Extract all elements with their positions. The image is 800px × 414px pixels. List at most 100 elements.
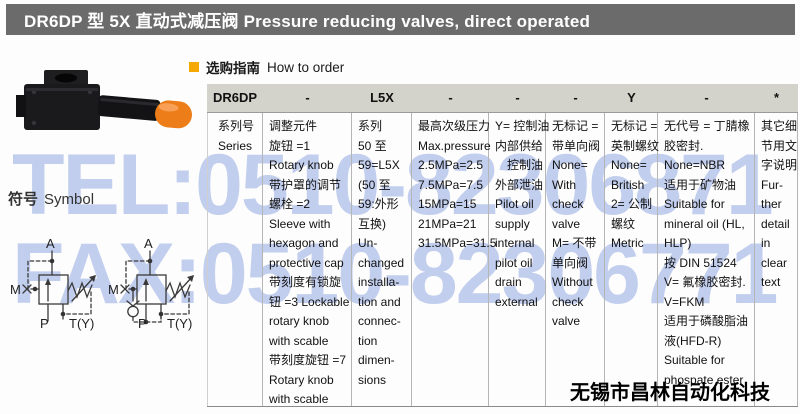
header-cell-star: * (773, 90, 780, 105)
company-watermark: 无锡市昌林自动化科技 (570, 382, 770, 404)
cell-line: Y= 控制油 (495, 119, 550, 133)
port-t-label: T(Y) (69, 316, 94, 331)
cell-line: connec- (358, 314, 401, 328)
cell-line: 适用于矿物油 (664, 177, 737, 192)
cell-line: V=FKM (664, 294, 705, 309)
cell-line: 钮 =3 Lockable (269, 294, 350, 309)
title-bar: DR6DP 型 5X 直动式减压阀 Pressure reducing valv… (6, 4, 795, 35)
column-thread: 无标记 = 英制螺纹 None= British 2= 公制 螺纹 Metric (605, 113, 660, 406)
cell-line: tion (358, 333, 378, 348)
header-cell-dash-2: - (448, 90, 453, 105)
header-cell-dash-3: - (515, 90, 520, 105)
cell-line: with scable (269, 392, 329, 406)
cell-line: M= 不带 (552, 236, 597, 250)
cell-line: British (611, 177, 645, 192)
order-table: DR6DP - L5X - - - Y - * 系列号 Series 调整元件旋钮… (207, 84, 798, 407)
cell-line: 无标记 = (552, 119, 599, 133)
cell-line: Series (218, 138, 253, 153)
valve-sleeve (97, 95, 161, 121)
heading-en: How to order (267, 59, 345, 75)
order-table-header: DR6DP - L5X - - - Y - * (207, 84, 798, 112)
cell-line: 螺栓 =2 (269, 197, 311, 211)
cell-line: check (552, 294, 584, 309)
check-valve-symbol (126, 288, 162, 325)
port-m-label: M (10, 282, 21, 297)
cell-line: Rotary knob (269, 372, 334, 387)
how-to-order-heading: 选购指南 How to order (189, 57, 344, 77)
cell-line: 50 至 (358, 138, 387, 153)
column-max-pressure: 最高次级压力 Max.pressure 2.5MPa=2.5 7.5MPa=7.5 15… (412, 113, 497, 406)
symbol-label-zh: 符号 (8, 191, 39, 208)
cell-line: phospate ester (664, 372, 744, 387)
cell-line: 外部泄油 (495, 177, 544, 192)
cell-line: None= (611, 158, 647, 172)
column-further-detail: 其它细 节用文 字说明 Fur-ther detail in clear text (755, 113, 798, 406)
cell-line: installa- (358, 275, 400, 289)
cell-line: 15MPa=15 (418, 197, 477, 211)
cell-line: external (495, 294, 538, 309)
cell-line: 英制螺纹 (611, 138, 660, 153)
cell-line: None=NBR (664, 158, 726, 172)
cell-line: sions (358, 372, 387, 387)
cell-line: 带刻度旋钮 =7 (269, 353, 347, 367)
cell-line: mineral oil (HL, (664, 216, 745, 231)
cell-line: 7.5MPa=7.5 (418, 177, 484, 192)
cell-line: 带护罩的调节 (269, 177, 342, 192)
symbol-label-en: Symbol (44, 191, 95, 208)
orange-square-icon (189, 62, 199, 72)
cell-line: Fur- (761, 177, 783, 192)
cell-line: 节用文 (761, 138, 798, 153)
port-p-label: P (40, 316, 49, 331)
cell-line: text (761, 275, 781, 289)
port-m-label: M (108, 282, 119, 297)
cell-line: detail (761, 216, 790, 231)
cell-line: 调整元件 (269, 119, 318, 133)
heading-zh: 选购指南 (206, 61, 260, 76)
port-a-label: A (144, 237, 153, 251)
cell-line: 胶密封. (664, 138, 704, 153)
header-cell-l5x: L5X (370, 90, 394, 105)
cell-line: dimen- (358, 353, 395, 367)
cell-line: in (761, 236, 771, 250)
cell-line: 无标记 = (611, 119, 658, 133)
cell-line: 31.5MPa=31.5 (418, 236, 497, 250)
cell-line: pilot oil (495, 255, 533, 270)
cell-line: Un- (358, 236, 378, 250)
cell-line: drain (495, 275, 522, 289)
cell-line: Suitable for (664, 197, 725, 211)
hydraulic-symbol-with-check-valve: A M P T(Y) (108, 237, 194, 331)
cell-line: 内部供给 (495, 138, 544, 153)
cell-line: check (552, 197, 584, 211)
cell-line: valve (552, 314, 581, 328)
column-check-valve: 无标记 = 带单向阀 None= With check valve M= 不带 单向阀 With… (546, 113, 605, 406)
cell-line: 系列号 (218, 119, 255, 133)
cell-line: 带单向阀 (552, 138, 601, 153)
port-a-label: A (46, 237, 55, 251)
valve-body (16, 70, 100, 130)
cell-line: Metric (611, 236, 644, 250)
column-adjustment-element: 调整元件 旋钮 =1 Rotary knob 带护罩的调节 螺栓 =2 Sleeve wi… (263, 113, 352, 406)
cell-line: valve (552, 216, 581, 231)
page-title: DR6DP 型 5X 直动式减压阀 Pressure reducing valv… (24, 12, 591, 31)
cell-line: ther (761, 197, 782, 211)
cell-line: 2.5MPa=2.5 (418, 158, 484, 172)
cell-line: With (552, 177, 576, 192)
cell-line: 旋钮 =1 (269, 138, 311, 153)
cell-line: 21MPa=21 (418, 216, 477, 231)
cell-line: 单向阀 (552, 255, 589, 270)
cell-line: 无代号 = 丁腈橡 (664, 119, 750, 133)
cell-line: clear (761, 255, 788, 270)
cell-line: rotary knob (269, 314, 330, 328)
cell-line: 互换) (358, 216, 386, 231)
cell-line: Suitable for (664, 353, 725, 367)
cell-line: with scable (269, 333, 329, 348)
cell-line: 系列 (358, 119, 383, 133)
cell-line: 带刻度有锁旋 (269, 275, 342, 289)
order-table-body: 系列号 Series 调整元件旋钮 =1 Rotary knob 带护罩的调节 螺栓 =… (207, 112, 798, 407)
header-cell-y: Y (627, 90, 636, 105)
port-t-label: T(Y) (167, 316, 192, 331)
column-series: 系列号 Series (207, 113, 263, 406)
cell-line: 其它细 (761, 119, 798, 133)
cell-line: (50 至 (358, 177, 391, 192)
header-cell-dash-1: - (305, 90, 310, 105)
